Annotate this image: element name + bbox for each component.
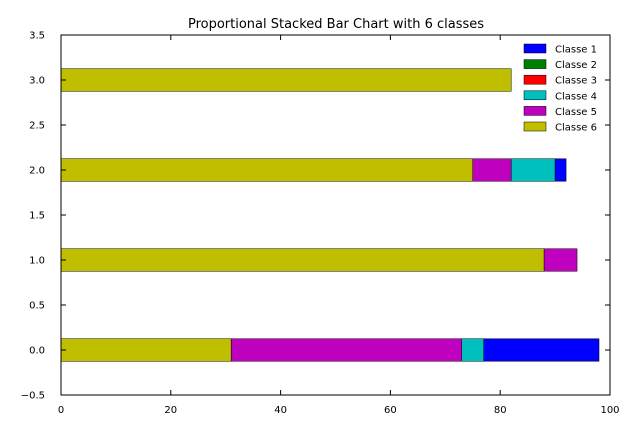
bar-classe-6-2	[60, 158, 473, 182]
legend-label-classe-3: Classe 3	[555, 76, 597, 87]
legend-label-classe-6: Classe 6	[555, 123, 597, 134]
y-tick-label: 0.0	[29, 346, 45, 357]
legend-label-classe-2: Classe 2	[555, 60, 597, 71]
x-tick-label: 60	[384, 405, 397, 416]
legend-label-classe-5: Classe 5	[555, 107, 597, 118]
y-tick-label: 3.5	[29, 31, 45, 42]
x-axis: 0 20 40 60 80 100	[58, 35, 620, 416]
bar-classe-6-3	[60, 68, 512, 92]
legend-swatch-classe-1	[523, 43, 547, 54]
y-tick-label: 0.5	[29, 301, 45, 312]
bar-classe-5-0	[230, 338, 463, 362]
x-tick-label: 100	[600, 405, 619, 416]
bar-classe-4-2	[510, 158, 556, 182]
legend-swatch-classe-4	[523, 90, 547, 101]
bar-classe-1-2	[554, 158, 567, 182]
bar-classe-5-2	[472, 158, 512, 182]
legend-label-classe-4: Classe 4	[555, 91, 597, 102]
y-axis: −0.5 0.0 0.5 1.0 1.5 2.0 2.5 3.0 3.5	[21, 31, 610, 402]
bar-classe-6-0	[60, 338, 232, 362]
legend: Classe 1 Classe 2 Classe 3 Classe 4 Classe 5…	[523, 43, 597, 134]
bars-group	[60, 68, 600, 362]
y-tick-label: 1.0	[29, 256, 45, 267]
x-tick-label: 0	[58, 405, 64, 416]
legend-label-classe-1: Classe 1	[555, 45, 597, 56]
legend-swatch-classe-3	[523, 74, 547, 85]
bar-classe-5-1	[543, 248, 578, 272]
x-tick-label: 80	[494, 405, 507, 416]
legend-swatch-classe-6	[523, 121, 547, 132]
bar-classe-6-1	[60, 248, 545, 272]
y-tick-label: −0.5	[21, 391, 45, 402]
y-tick-label: 2.5	[29, 121, 45, 132]
bar-classe-1-0	[483, 338, 600, 362]
x-tick-label: 20	[164, 405, 177, 416]
y-tick-label: 2.0	[29, 166, 45, 177]
legend-swatch-classe-5	[523, 106, 547, 116]
y-tick-label: 1.5	[29, 211, 45, 222]
legend-swatch-classe-2	[523, 59, 547, 69]
x-tick-label: 40	[274, 405, 287, 416]
chart-title: Proportional Stacked Bar Chart with 6 cl…	[188, 17, 484, 32]
bar-classe-4-0	[461, 338, 484, 362]
y-tick-label: 3.0	[29, 76, 45, 87]
